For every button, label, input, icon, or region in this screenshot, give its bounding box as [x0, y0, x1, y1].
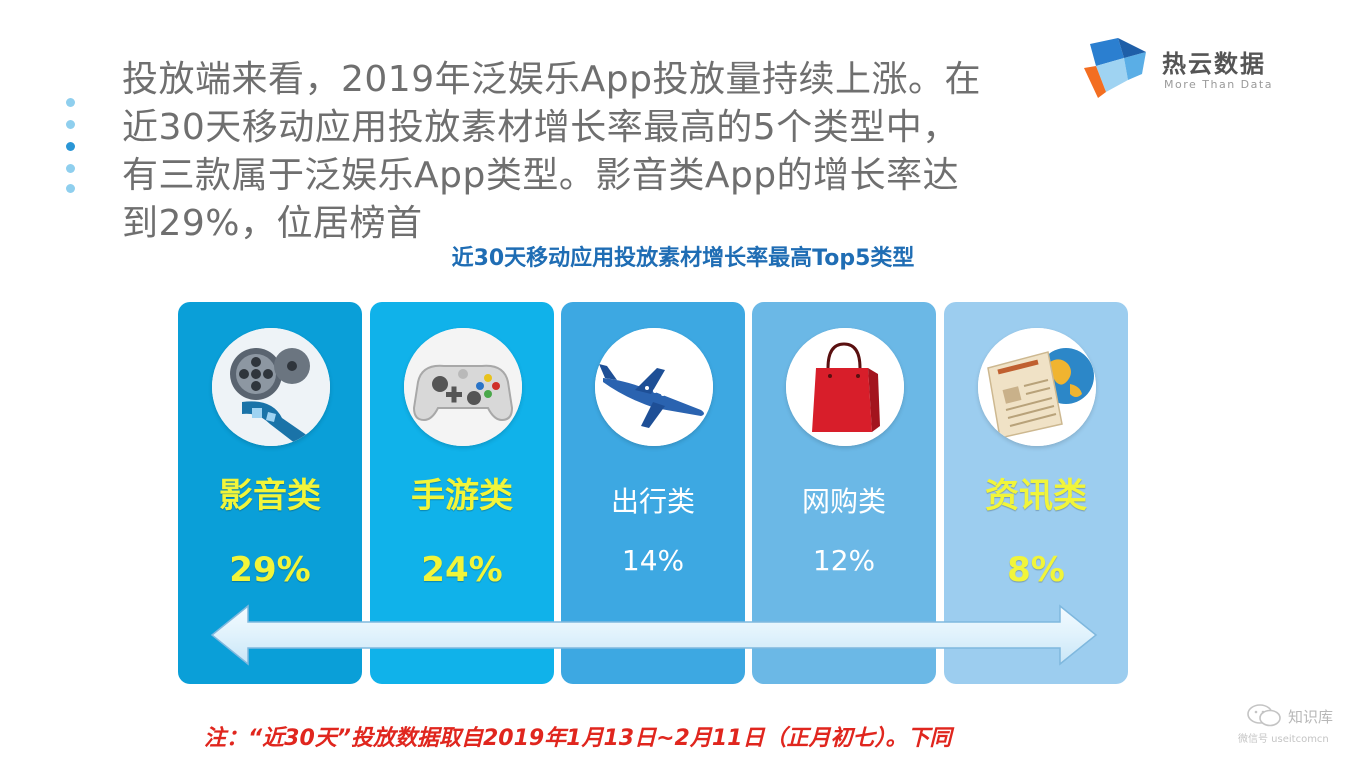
category-percent: 12% — [812, 544, 876, 577]
double-arrow-icon — [210, 604, 1098, 666]
category-percent: 29% — [229, 550, 311, 590]
watermark-name: 知识库 — [1288, 708, 1334, 726]
category-label: 资讯类 — [985, 476, 1087, 516]
watermark: 知识库 微信号 useitcomcn — [1238, 702, 1348, 752]
category-label: 出行类 — [610, 485, 695, 518]
logo-tagline: More Than Data — [1164, 78, 1273, 91]
airplane-icon — [595, 328, 713, 446]
bullet-dot — [66, 120, 75, 129]
shopping-bag-icon — [786, 328, 904, 446]
brand-logo: 热云数据 More Than Data — [1084, 36, 1284, 106]
category-percent: 24% — [421, 550, 503, 590]
subtitle-text: 近30天移动应用投放素材增长率最高Top5类型 — [451, 246, 915, 271]
film-reel-icon — [212, 328, 330, 446]
category-label: 手游类 — [411, 476, 513, 516]
logo-name: 热云数据 — [1162, 50, 1266, 78]
category-percent: 8% — [1007, 550, 1065, 590]
category-label: 网购类 — [801, 485, 886, 518]
category-label: 影音类 — [219, 476, 321, 516]
category-percent: 14% — [621, 544, 685, 577]
category-panel-online-shopping: 网购类 12% — [752, 302, 936, 684]
bullet-dot — [66, 164, 75, 173]
category-panel-video: 影音类 29% — [178, 302, 362, 684]
chart-subtitle: 近30天移动应用投放素材增长率最高Top5类型 — [0, 240, 1350, 272]
bullet-dot — [66, 98, 75, 107]
gamepad-icon — [404, 328, 522, 446]
bullet-dot-active — [66, 142, 75, 151]
watermark-sub: 微信号 useitcomcn — [1238, 734, 1329, 745]
category-panel-mobile-games: 手游类 24% — [370, 302, 554, 684]
headline-text: 投放端来看，2019年泛娱乐App投放量持续上涨。在 近30天移动应用投放素材增… — [122, 59, 981, 244]
category-panel-travel: 出行类 14% — [561, 302, 745, 684]
wechat-icon — [1247, 704, 1281, 727]
news-globe-icon — [978, 328, 1096, 446]
logo-mark-icon — [1084, 38, 1146, 98]
category-panel-news: 资讯类 8% — [944, 302, 1128, 684]
footnote: 注：“近30天”投放数据取自2019年1月13日~2月11日（正月初七）。下同 — [204, 726, 952, 751]
bullet-dot — [66, 184, 75, 193]
